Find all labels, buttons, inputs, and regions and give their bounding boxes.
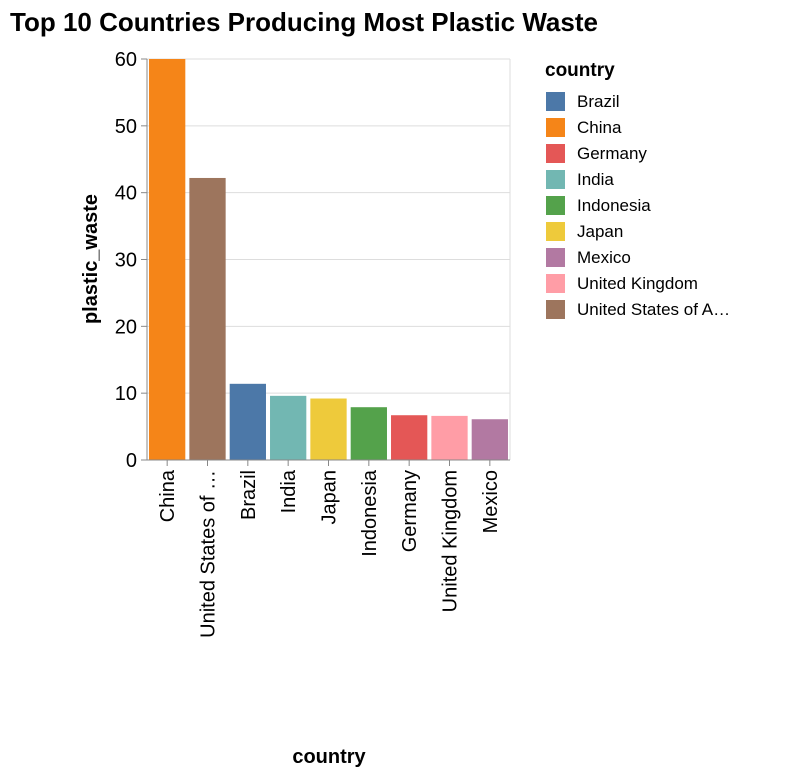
bar xyxy=(270,395,307,460)
legend-title: country xyxy=(545,60,615,81)
legend-swatch xyxy=(546,92,565,111)
bar xyxy=(431,415,468,460)
legend-swatch xyxy=(546,144,565,163)
y-tick-label: 0 xyxy=(126,450,137,472)
legend-label: Germany xyxy=(577,144,647,163)
x-tick-label: Brazil xyxy=(238,470,260,520)
y-tick-label: 40 xyxy=(115,183,137,205)
legend-swatch xyxy=(546,118,565,137)
legend-label: Indonesia xyxy=(577,196,651,215)
x-tick-label: United States of … xyxy=(198,470,220,638)
x-tick-label: United Kingdom xyxy=(440,470,462,612)
x-tick-label: India xyxy=(278,469,300,513)
x-tick-label: Germany xyxy=(399,470,421,552)
legend-label: Japan xyxy=(577,222,623,241)
y-tick-label: 20 xyxy=(115,316,137,338)
x-tick-label: Mexico xyxy=(480,470,502,533)
axes: 0 10 20 30 40 50 60 China United States of … Braz… xyxy=(115,49,510,638)
bar xyxy=(189,177,226,461)
legend-label: India xyxy=(577,170,614,189)
chart-title: Top 10 Countries Producing Most Plastic … xyxy=(10,7,598,37)
legend-label: United States of A… xyxy=(577,300,730,319)
legend-label: Brazil xyxy=(577,92,620,111)
legend-swatch xyxy=(546,300,565,319)
bar xyxy=(149,59,186,460)
y-tick-label: 50 xyxy=(115,116,137,138)
y-tick-label: 10 xyxy=(115,383,137,405)
x-axis-title: country xyxy=(292,746,366,768)
legend-swatch xyxy=(546,222,565,241)
legend-label: United Kingdom xyxy=(577,274,698,293)
bars xyxy=(149,59,508,461)
legend-swatch xyxy=(546,196,565,215)
legend: country Brazil China Germany India Indonesia… xyxy=(545,60,730,319)
x-tick-label: Indonesia xyxy=(359,469,381,557)
legend-label: Mexico xyxy=(577,248,631,267)
y-axis-title: plastic_waste xyxy=(80,194,102,324)
legend-label: China xyxy=(577,118,622,137)
x-tick-label: Japan xyxy=(319,470,341,525)
legend-swatch xyxy=(546,248,565,267)
bar xyxy=(471,419,508,460)
legend-swatch xyxy=(546,274,565,293)
bar xyxy=(350,407,387,460)
legend-swatch xyxy=(546,170,565,189)
bar xyxy=(310,398,347,460)
y-tick-label: 60 xyxy=(115,49,137,71)
bar xyxy=(229,383,266,460)
y-tick-label: 30 xyxy=(115,250,137,272)
x-tick-label: China xyxy=(157,469,179,522)
bar xyxy=(391,415,428,460)
